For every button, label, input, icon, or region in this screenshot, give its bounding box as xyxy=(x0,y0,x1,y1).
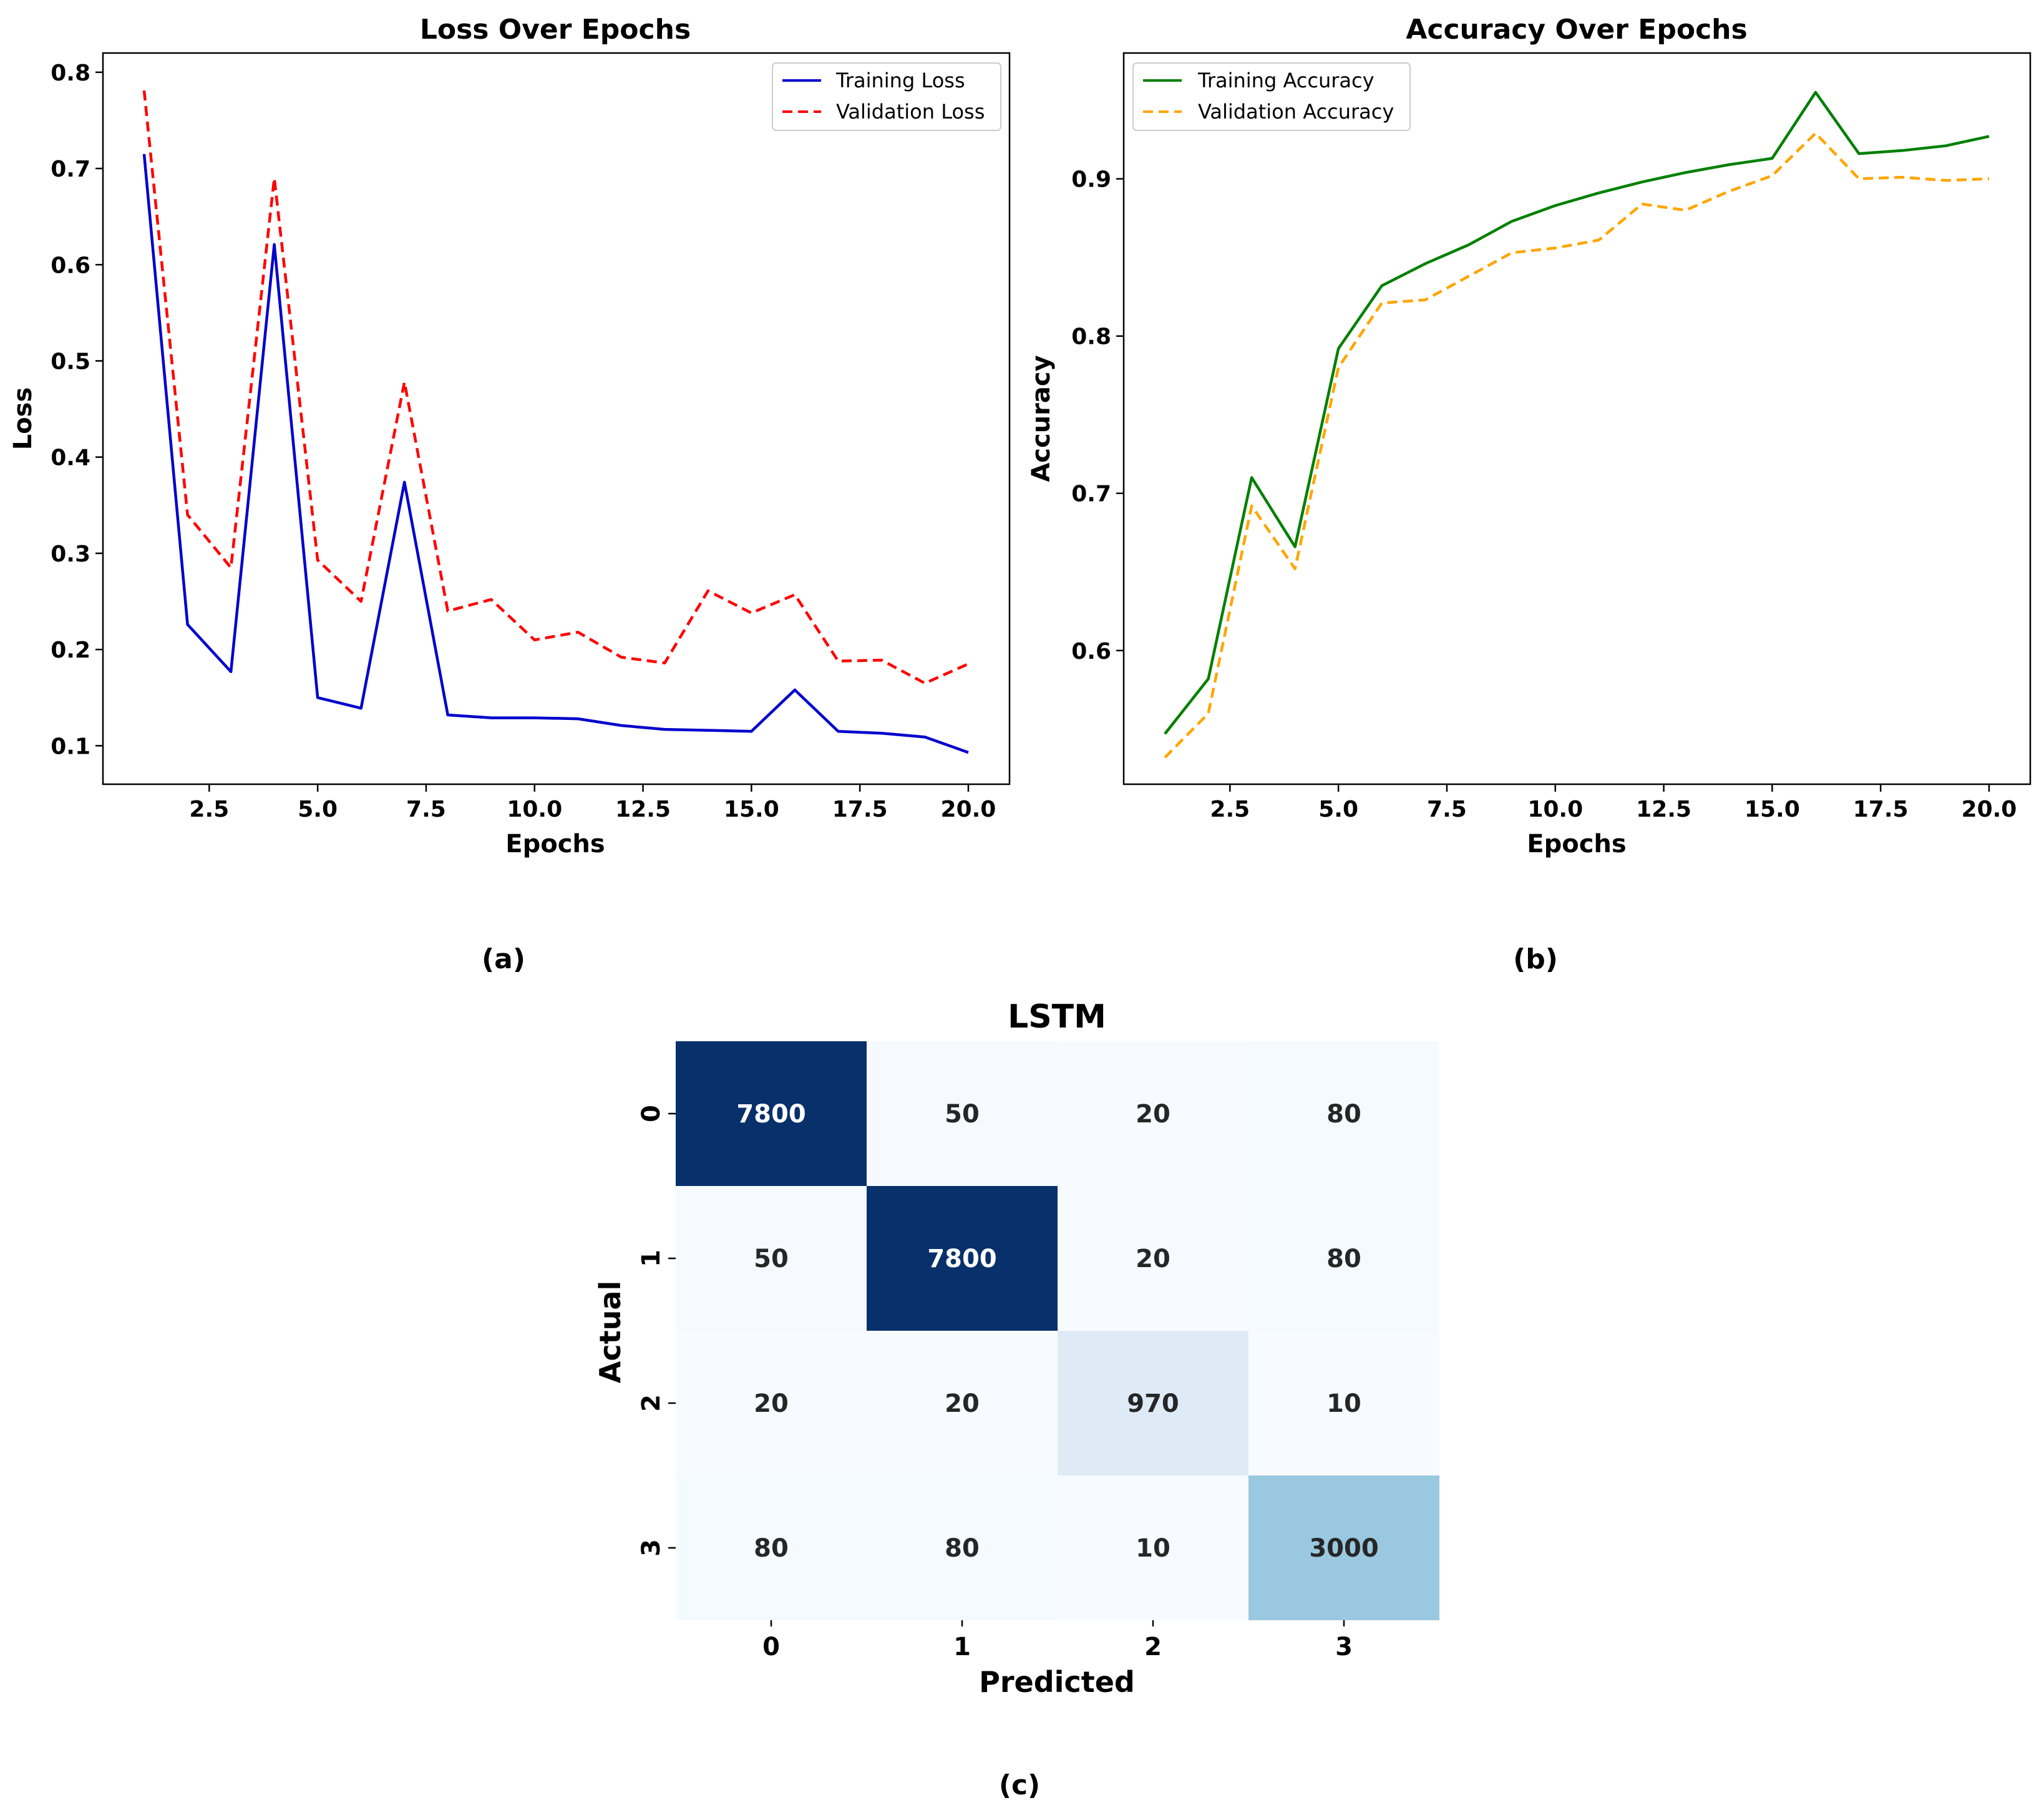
confusion-cell xyxy=(1248,1186,1439,1331)
acc-y-tick-label: 0.8 xyxy=(1071,324,1111,350)
confusion-cell xyxy=(1058,1041,1248,1186)
confusion-cell-value: 50 xyxy=(945,1100,980,1129)
confusion-y-tick-label: 3 xyxy=(637,1539,666,1557)
confusion-cell-value: 970 xyxy=(1127,1389,1179,1418)
loss-y-axis-label: Loss xyxy=(9,387,37,450)
confusion-x-tick-label: 1 xyxy=(953,1633,971,1661)
confusion-x-tick-label: 3 xyxy=(1335,1633,1353,1661)
panel-label-b: (b) xyxy=(1513,943,1558,975)
confusion-cell-value: 20 xyxy=(945,1389,980,1418)
loss-y-tick-label: 0.4 xyxy=(51,445,90,471)
loss-chart-title: Loss Over Epochs xyxy=(420,14,691,46)
accuracy-legend-box xyxy=(1132,62,1411,131)
confusion-y-axis-label: Actual xyxy=(593,1281,627,1383)
panel-label-a: (a) xyxy=(482,943,525,975)
loss-legend-training-label: Training Loss xyxy=(835,69,965,92)
confusion-cell xyxy=(1058,1475,1248,1620)
loss-y-tick-label: 0.2 xyxy=(51,638,90,663)
loss-y-tick-label: 0.6 xyxy=(51,253,90,278)
confusion-cell xyxy=(676,1331,867,1475)
accuracy-legend: Training Accuracy Validation Accuracy xyxy=(1132,62,1411,131)
confusion-cell-value: 7800 xyxy=(927,1245,996,1273)
confusion-x-tick-label: 0 xyxy=(762,1633,780,1661)
confusion-y-tick-label: 2 xyxy=(637,1394,666,1412)
acc-x-tick-label: 5.0 xyxy=(1318,797,1358,822)
accuracy-x-axis-label: Epochs xyxy=(1527,830,1626,858)
loss-legend-box xyxy=(772,62,1001,131)
acc-x-tick-label: 7.5 xyxy=(1427,797,1467,822)
confusion-matrix-title: LSTM xyxy=(1008,998,1106,1036)
loss-legend-validation-label: Validation Loss xyxy=(836,100,985,124)
loss-y-tick-label: 0.5 xyxy=(51,349,90,374)
acc-y-tick-label: 0.6 xyxy=(1071,639,1111,664)
confusion-cell xyxy=(1058,1186,1248,1331)
acc-series-training-line xyxy=(1164,90,1990,735)
loss-series-validation-line xyxy=(142,90,969,685)
panel-label-c: (c) xyxy=(999,1769,1040,1801)
confusion-cell xyxy=(1248,1475,1439,1620)
loss-x-tick-label: 10.0 xyxy=(507,797,562,822)
acc-x-tick-label: 2.5 xyxy=(1210,797,1250,822)
confusion-cell-value: 80 xyxy=(1326,1100,1361,1129)
acc-y-tick-label: 0.7 xyxy=(1071,482,1111,507)
confusion-cell xyxy=(676,1475,867,1620)
confusion-cell-value: 20 xyxy=(1136,1100,1170,1129)
confusion-cell-value: 80 xyxy=(1326,1245,1361,1273)
confusion-cell xyxy=(676,1186,867,1331)
confusion-cell-value: 10 xyxy=(1136,1534,1170,1563)
confusion-cell-value: 20 xyxy=(1136,1245,1170,1273)
loss-chart: Loss Over Epochs 2.5 5.0 7.5 10.0 12.5 15.0 17… xyxy=(9,14,1011,975)
confusion-cell-value: 50 xyxy=(754,1245,789,1273)
accuracy-chart: Accuracy Over Epochs 2.5 5.0 7.5 10.0 12.5 15… xyxy=(1027,14,2032,975)
loss-y-tick-label: 0.8 xyxy=(51,61,90,86)
confusion-cell xyxy=(867,1186,1058,1331)
confusion-cell-value: 80 xyxy=(754,1534,789,1563)
loss-x-tick-label: 20.0 xyxy=(941,797,996,822)
confusion-cell xyxy=(1248,1041,1439,1186)
acc-x-tick-label: 20.0 xyxy=(1962,797,2017,822)
confusion-cell xyxy=(1058,1331,1248,1475)
confusion-cell-value: 80 xyxy=(945,1534,980,1563)
loss-series-training-line xyxy=(142,153,969,754)
acc-x-tick-label: 12.5 xyxy=(1636,797,1691,822)
confusion-cell xyxy=(867,1475,1058,1620)
loss-x-axis-label: Epochs xyxy=(505,830,605,858)
confusion-cell-value: 7800 xyxy=(736,1100,805,1129)
loss-y-tick-label: 0.1 xyxy=(51,734,90,759)
acc-y-tick-label: 0.9 xyxy=(1071,167,1111,193)
confusion-cell-value: 10 xyxy=(1326,1389,1361,1418)
confusion-y-tick-label: 1 xyxy=(637,1250,666,1267)
loss-legend: Training Loss Validation Loss xyxy=(772,62,1001,131)
confusion-cell-value: 3000 xyxy=(1309,1534,1378,1563)
confusion-cell-value: 20 xyxy=(754,1389,789,1418)
confusion-x-axis-label: Predicted xyxy=(979,1665,1135,1699)
loss-x-tick-label: 5.0 xyxy=(298,797,338,822)
confusion-cell xyxy=(867,1041,1058,1186)
accuracy-y-axis-label: Accuracy xyxy=(1027,355,1056,482)
acc-x-tick-label: 17.5 xyxy=(1853,797,1909,822)
acc-x-tick-label: 10.0 xyxy=(1527,797,1583,822)
loss-plot-frame xyxy=(102,52,1011,785)
accuracy-legend-validation-label: Validation Accuracy xyxy=(1198,100,1394,124)
acc-x-tick-label: 15.0 xyxy=(1745,797,1800,822)
loss-x-tick-label: 17.5 xyxy=(832,797,888,822)
confusion-cell xyxy=(676,1041,867,1186)
loss-y-tick-label: 0.7 xyxy=(51,157,90,182)
confusion-y-tick-label: 0 xyxy=(637,1105,666,1122)
confusion-x-tick-label: 2 xyxy=(1144,1633,1162,1661)
loss-x-tick-label: 7.5 xyxy=(406,797,446,822)
confusion-cell xyxy=(1248,1331,1439,1475)
loss-x-tick-label: 2.5 xyxy=(189,797,229,822)
accuracy-legend-training-label: Training Accuracy xyxy=(1197,69,1375,92)
loss-x-tick-label: 12.5 xyxy=(615,797,671,822)
confusion-cell xyxy=(867,1331,1058,1475)
accuracy-plot-frame xyxy=(1122,52,2032,785)
loss-x-tick-label: 15.0 xyxy=(724,797,779,822)
accuracy-chart-title: Accuracy Over Epochs xyxy=(1406,14,1747,46)
loss-y-tick-label: 0.3 xyxy=(51,542,90,567)
acc-series-validation-line xyxy=(1164,132,1990,759)
